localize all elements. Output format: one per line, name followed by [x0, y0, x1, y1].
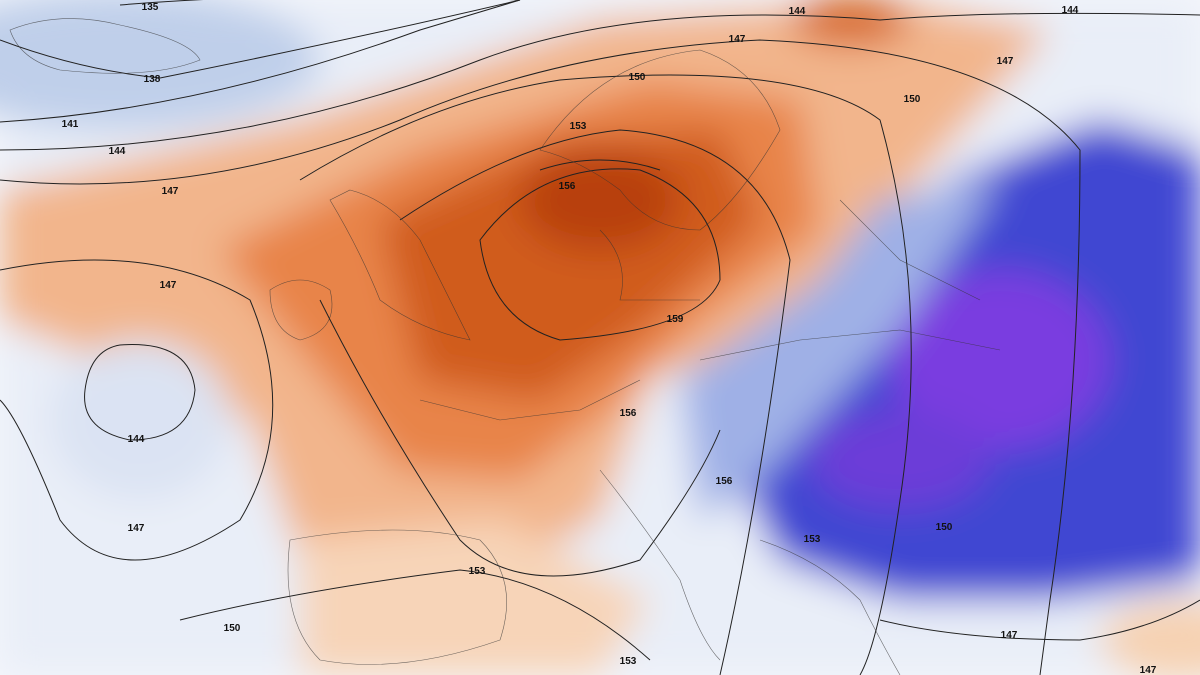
contour-labels: 135 138 141 144 147 144 144 147 147 150 150 153 156 1…	[62, 2, 1157, 675]
contour-label: 135	[142, 2, 159, 13]
contour-label: 150	[904, 94, 921, 105]
contour-label: 150	[629, 72, 646, 83]
contour-label: 147	[160, 280, 177, 291]
contour-label: 156	[559, 181, 576, 192]
contour-label: 138	[144, 74, 161, 85]
contour-label: 141	[62, 119, 79, 130]
contour-label: 147	[997, 56, 1014, 67]
contour-label: 156	[716, 476, 733, 487]
contour-label: 150	[224, 623, 241, 634]
contour-label: 144	[1062, 5, 1079, 16]
contour-label: 147	[1140, 665, 1157, 675]
contour-label: 150	[936, 522, 953, 533]
contour-label: 159	[667, 314, 684, 325]
contour-label: 144	[128, 434, 145, 445]
contour-label: 147	[1001, 630, 1018, 641]
contour-label: 147	[729, 34, 746, 45]
contour-label: 156	[620, 408, 637, 419]
contour-label: 144	[789, 6, 806, 17]
contour-label: 147	[162, 186, 179, 197]
coastlines-borders	[9, 18, 1001, 675]
contour-label: 153	[804, 534, 821, 545]
contour-label: 144	[109, 146, 126, 157]
contour-label: 153	[620, 656, 637, 667]
contour-label: 147	[128, 523, 145, 534]
contour-label: 153	[570, 121, 587, 132]
contour-label: 153	[469, 566, 486, 577]
